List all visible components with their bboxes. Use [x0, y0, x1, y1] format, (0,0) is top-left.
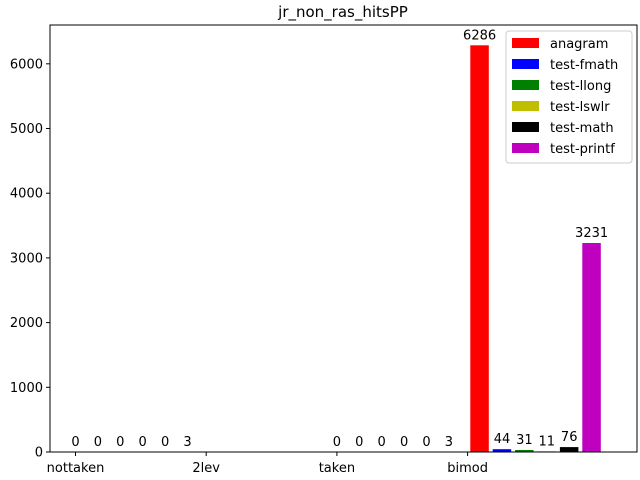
bar-value-label: 0	[71, 435, 79, 450]
bar-value-label: 0	[116, 435, 124, 450]
legend-entry-test-llong: test-llong	[550, 79, 611, 94]
bar-value-label: 31	[516, 433, 533, 448]
legend: anagram test-fmath test-llong test-lswlr tes…	[505, 30, 633, 164]
legend-entry-test-math: test-math	[550, 121, 614, 136]
chart-title: jr_non_ras_hitsPP	[277, 3, 408, 22]
y-tick-label: 2000	[10, 316, 43, 331]
bar-anagram-bimod	[470, 45, 489, 453]
bar-value-label: 0	[139, 435, 147, 450]
y-tick-label: 1000	[10, 381, 43, 396]
legend-entry-test-fmath: test-fmath	[550, 58, 618, 73]
bar-value-label: 3231	[575, 226, 608, 241]
bar-value-label: 0	[378, 435, 386, 450]
legend-swatch-test-printf	[512, 143, 539, 153]
y-tick-label: 3000	[10, 251, 43, 266]
x-tick-label-bimod: bimod	[447, 461, 488, 476]
legend-entry-test-printf: test-printf	[550, 142, 615, 157]
legend-swatch-anagram	[512, 38, 539, 48]
legend-swatch-test-fmath	[512, 59, 539, 69]
bar-test-fmath-bimod	[492, 449, 512, 452]
y-tick-label: 0	[35, 446, 43, 461]
bar-test-math-bimod	[559, 447, 579, 452]
bar-test-llong-bimod	[515, 450, 534, 452]
bar-value-label: 0	[333, 435, 341, 450]
bar-value-label: 6286	[463, 28, 496, 43]
bar-test-printf-bimod	[582, 243, 601, 452]
bar-value-label: 44	[494, 432, 511, 447]
x-tick-label-nottaken: nottaken	[47, 461, 105, 476]
legend-swatch-test-math	[512, 122, 539, 132]
bar-value-label: 0	[400, 435, 408, 450]
legend-entry-anagram: anagram	[550, 37, 608, 52]
bar-value-label: 3	[183, 435, 191, 450]
bar-value-label: 3	[445, 435, 453, 450]
legend-entry-test-lswlr: test-lswlr	[550, 100, 610, 115]
bar-value-label: 0	[94, 435, 102, 450]
y-tick-label: 4000	[10, 187, 43, 202]
legend-swatch-test-lswlr	[512, 101, 539, 111]
axes-frame	[49, 24, 638, 453]
x-tick-label-2lev: 2lev	[192, 461, 220, 476]
y-tick-label: 5000	[10, 122, 43, 137]
legend-swatch-test-llong	[512, 80, 539, 90]
bar-value-label: 0	[422, 435, 430, 450]
bar-value-label: 11	[539, 434, 556, 449]
y-tick-label: 6000	[10, 57, 43, 72]
bar-value-label: 0	[355, 435, 363, 450]
bar-value-label: 76	[561, 430, 578, 445]
x-tick-label-taken: taken	[319, 461, 355, 476]
bar-value-label: 0	[161, 435, 169, 450]
